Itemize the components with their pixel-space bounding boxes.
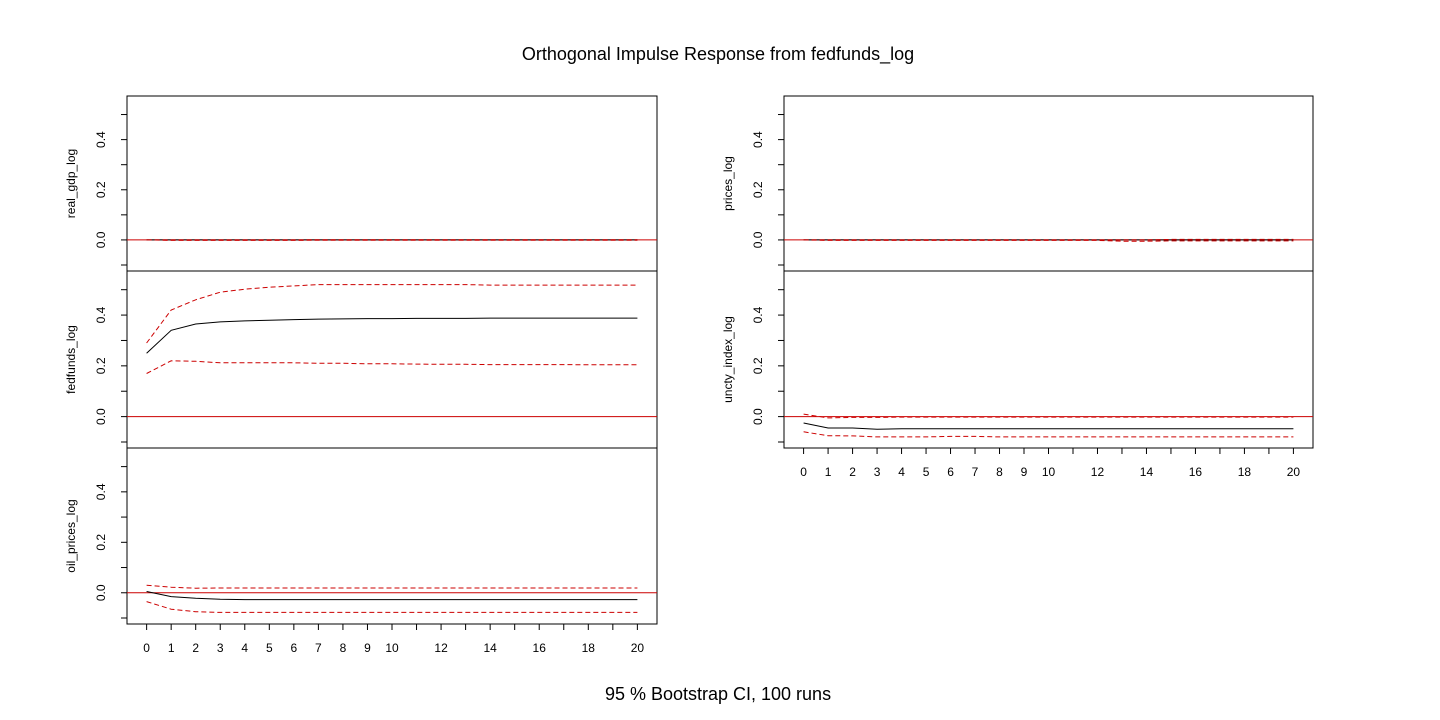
ci-lower-line — [146, 601, 638, 613]
panel-frame — [126, 447, 658, 625]
x-tick-label: 3 — [874, 465, 881, 479]
y-tick-label: 0.4 — [751, 131, 765, 148]
ci-lower-line — [146, 360, 638, 374]
x-tick-label: 10 — [385, 641, 399, 655]
x-tick-label: 20 — [1287, 465, 1301, 479]
figure-title: Orthogonal Impulse Response from fedfund… — [522, 44, 914, 65]
ci-upper-line — [803, 238, 1294, 241]
panel-frame — [126, 270, 658, 449]
y-tick-label: 0.4 — [94, 483, 108, 500]
x-tick-label: 5 — [266, 641, 273, 655]
y-tick-label: 0.2 — [94, 534, 108, 551]
y-axis-label: uncty_index_log — [721, 316, 735, 403]
x-tick-label: 16 — [533, 641, 547, 655]
x-tick-label: 4 — [898, 465, 905, 479]
irf-panel-1: 0.0 0.2 0.4 fedfunds_log — [64, 270, 658, 449]
x-tick-label: 4 — [241, 641, 248, 655]
y-tick-label: 0.0 — [94, 231, 108, 248]
panels-group: 0.0 0.2 0.4 real_gdp_log 0.0 0.2 0.4 fedfunds_l… — [64, 95, 1314, 655]
x-tick-label: 6 — [291, 641, 298, 655]
x-tick-label: 5 — [923, 465, 930, 479]
y-tick-label: 0.0 — [94, 408, 108, 425]
x-tick-label: 6 — [947, 465, 954, 479]
y-tick-label: 0.2 — [94, 181, 108, 198]
x-tick-label: 1 — [825, 465, 832, 479]
y-axis-label: real_gdp_log — [64, 149, 78, 218]
panel-frame — [783, 270, 1314, 449]
y-tick-label: 0.4 — [94, 306, 108, 323]
ci-lower-line — [146, 239, 638, 241]
x-tick-label: 10 — [1042, 465, 1056, 479]
x-tick-label: 18 — [582, 641, 596, 655]
irf-panel-0: 0.0 0.2 0.4 real_gdp_log — [64, 95, 658, 272]
panel-frame — [783, 95, 1314, 272]
x-tick-label: 18 — [1238, 465, 1252, 479]
ci-lower-line — [803, 239, 1294, 242]
x-tick-label: 14 — [1140, 465, 1154, 479]
x-tick-label: 2 — [192, 641, 199, 655]
irf-panel-3: 0.0 0.2 0.4 prices_log — [721, 95, 1314, 272]
x-tick-label: 7 — [972, 465, 979, 479]
ci-lower-line — [803, 431, 1294, 438]
response-line — [803, 422, 1294, 430]
panel-frame — [126, 95, 658, 272]
x-tick-label: 1 — [168, 641, 175, 655]
ci-upper-line — [803, 413, 1294, 419]
x-tick-label: 9 — [364, 641, 371, 655]
x-tick-label: 0 — [800, 465, 807, 479]
y-axis-label: fedfunds_log — [64, 325, 78, 394]
bootstrap-ci-note: 95 % Bootstrap CI, 100 runs — [605, 684, 831, 704]
y-axis-label: prices_log — [721, 156, 735, 211]
x-tick-label: 8 — [996, 465, 1003, 479]
response-line — [146, 317, 638, 354]
y-tick-label: 0.2 — [94, 357, 108, 374]
y-tick-label: 0.0 — [751, 231, 765, 248]
x-tick-label: 0 — [143, 641, 150, 655]
x-tick-label: 8 — [340, 641, 347, 655]
y-tick-label: 0.2 — [751, 181, 765, 198]
y-axis-label: oil_prices_log — [64, 499, 78, 572]
y-tick-label: 0.4 — [94, 131, 108, 148]
x-tick-label: 14 — [483, 641, 497, 655]
y-tick-label: 0.4 — [751, 306, 765, 323]
y-tick-label: 0.0 — [94, 584, 108, 601]
ci-upper-line — [146, 584, 638, 589]
y-tick-label: 0.2 — [751, 357, 765, 374]
y-tick-label: 0.0 — [751, 408, 765, 425]
ci-upper-line — [146, 284, 638, 344]
x-tick-label: 16 — [1189, 465, 1203, 479]
response-line — [146, 591, 638, 601]
x-tick-label: 2 — [849, 465, 856, 479]
x-tick-label: 12 — [434, 641, 448, 655]
x-tick-label: 7 — [315, 641, 322, 655]
x-tick-label: 3 — [217, 641, 224, 655]
x-tick-label: 12 — [1091, 465, 1105, 479]
x-tick-label: 9 — [1021, 465, 1028, 479]
x-tick-label: 20 — [631, 641, 645, 655]
